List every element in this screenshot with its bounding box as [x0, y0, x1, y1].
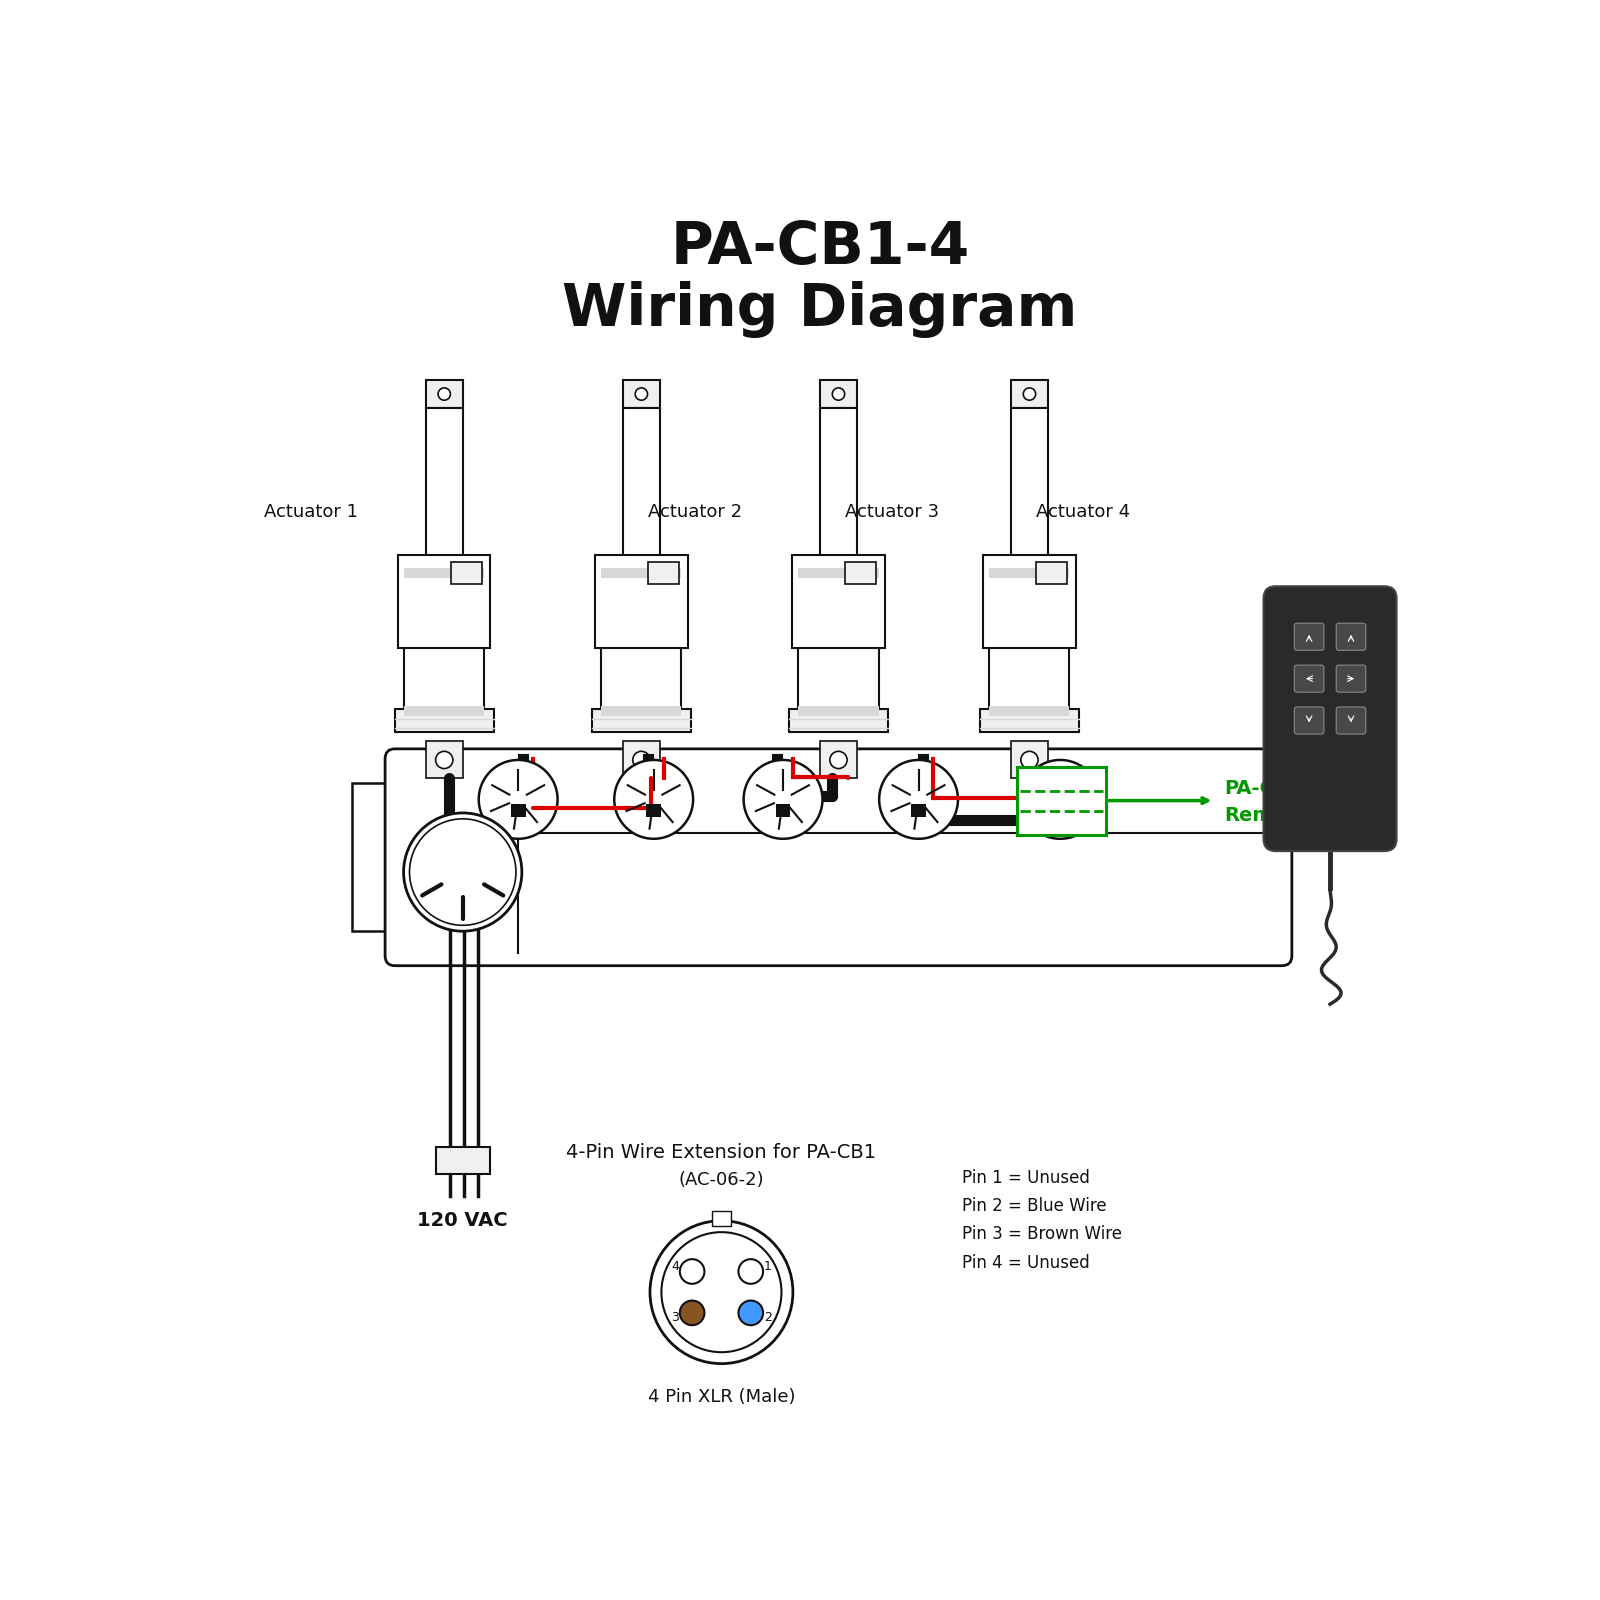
Circle shape [680, 1301, 704, 1325]
Bar [845, 562, 877, 584]
FancyBboxPatch shape [1264, 586, 1397, 851]
Bar [595, 555, 688, 648]
Bar [426, 381, 462, 408]
Bar [426, 408, 462, 568]
Bar [819, 408, 858, 419]
Circle shape [632, 752, 650, 768]
Bar [712, 1211, 731, 1226]
Bar [989, 568, 1069, 715]
Text: Actuator 3: Actuator 3 [845, 504, 939, 522]
Bar [989, 706, 1069, 715]
Bar [910, 805, 926, 816]
Text: 120 VAC: 120 VAC [418, 1211, 509, 1230]
Circle shape [403, 813, 522, 931]
Bar [398, 555, 491, 648]
FancyBboxPatch shape [386, 749, 1291, 966]
Circle shape [1021, 760, 1099, 838]
Bar [789, 709, 888, 731]
Bar [622, 741, 659, 779]
Text: Wiring Diagram: Wiring Diagram [562, 280, 1078, 338]
Bar [776, 805, 790, 816]
FancyBboxPatch shape [1294, 666, 1323, 693]
Bar [819, 741, 858, 779]
Bar [622, 381, 659, 408]
Text: 1: 1 [765, 1261, 771, 1274]
Bar [405, 706, 485, 715]
Circle shape [739, 1301, 763, 1325]
Bar [435, 1147, 490, 1174]
FancyBboxPatch shape [1336, 707, 1366, 734]
Text: 4: 4 [670, 1261, 678, 1274]
Bar [426, 408, 462, 419]
Text: Pin 3 = Brown Wire: Pin 3 = Brown Wire [962, 1226, 1122, 1243]
Bar [798, 568, 878, 578]
Bar [602, 568, 682, 578]
Bar [646, 805, 661, 816]
Bar [1011, 741, 1048, 779]
FancyBboxPatch shape [1294, 624, 1323, 650]
Text: 4 Pin XLR (Male): 4 Pin XLR (Male) [648, 1389, 795, 1406]
Bar [989, 568, 1069, 578]
Text: 2: 2 [765, 1312, 771, 1325]
Bar [352, 784, 405, 931]
Bar [798, 568, 878, 715]
Text: Remote: Remote [1224, 806, 1309, 826]
Text: PA-CB1-4: PA-CB1-4 [670, 219, 970, 275]
Bar [798, 706, 878, 715]
Bar [405, 568, 485, 715]
Text: PA-CB1-4: PA-CB1-4 [1224, 779, 1323, 798]
Text: Actuator 1: Actuator 1 [264, 504, 358, 522]
Bar [981, 709, 1078, 731]
Bar [1011, 408, 1048, 568]
Bar [792, 555, 885, 648]
Bar [395, 709, 493, 731]
Circle shape [878, 760, 958, 838]
Circle shape [478, 760, 557, 838]
Circle shape [438, 387, 451, 400]
Bar [592, 709, 691, 731]
Bar [426, 741, 462, 779]
Circle shape [1021, 752, 1038, 768]
Bar [622, 408, 659, 419]
Text: (AC-06-2): (AC-06-2) [678, 1171, 765, 1189]
Circle shape [830, 752, 846, 768]
Bar [1011, 408, 1048, 419]
Bar [602, 706, 682, 715]
Text: 3: 3 [670, 1312, 678, 1325]
Bar [622, 408, 659, 568]
Bar [405, 568, 485, 578]
Bar [984, 555, 1075, 648]
Circle shape [661, 1232, 781, 1352]
Bar [1018, 768, 1106, 835]
FancyBboxPatch shape [1294, 707, 1323, 734]
Bar [1037, 562, 1067, 584]
Circle shape [1024, 387, 1035, 400]
Bar [451, 562, 482, 584]
Text: Actuator 4: Actuator 4 [1035, 504, 1130, 522]
Circle shape [680, 1259, 704, 1283]
Text: 4-Pin Wire Extension for PA-CB1: 4-Pin Wire Extension for PA-CB1 [566, 1144, 877, 1163]
Bar [819, 381, 858, 408]
Circle shape [435, 752, 453, 768]
Text: Pin 1 = Unused: Pin 1 = Unused [962, 1168, 1090, 1187]
FancyBboxPatch shape [1336, 666, 1366, 693]
Circle shape [650, 1221, 794, 1363]
Circle shape [832, 387, 845, 400]
Bar [602, 568, 682, 715]
Bar [1053, 805, 1067, 816]
Text: Pin 2 = Blue Wire: Pin 2 = Blue Wire [962, 1197, 1106, 1214]
Circle shape [410, 819, 515, 925]
Circle shape [635, 387, 648, 400]
Circle shape [614, 760, 693, 838]
Bar [648, 562, 678, 584]
Bar [819, 408, 858, 568]
FancyBboxPatch shape [1336, 624, 1366, 650]
Circle shape [744, 760, 822, 838]
Text: Pin 4 = Unused: Pin 4 = Unused [962, 1254, 1090, 1272]
Circle shape [739, 1259, 763, 1283]
Text: Actuator 2: Actuator 2 [648, 504, 742, 522]
Bar [1011, 381, 1048, 408]
Bar [510, 805, 525, 816]
